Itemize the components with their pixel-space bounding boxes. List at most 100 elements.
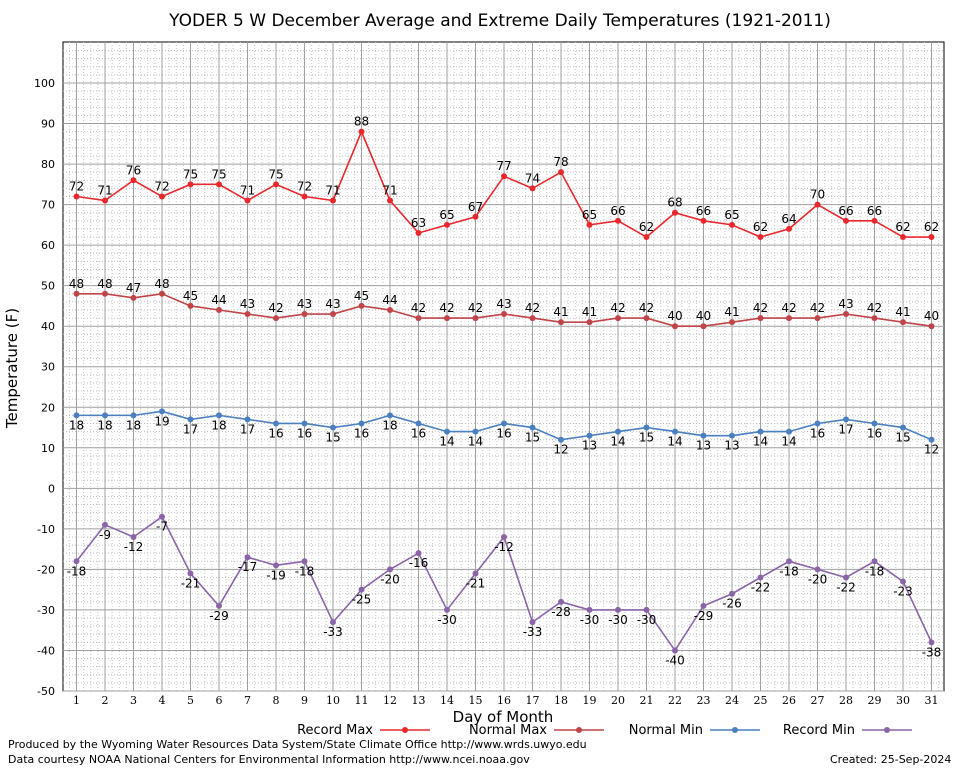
data-point-record-min <box>928 639 935 646</box>
data-point-record-min <box>330 619 336 626</box>
x-tick-label: 31 <box>925 694 939 707</box>
data-point-record-min <box>843 574 849 581</box>
data-label-record-max: 70 <box>810 188 825 202</box>
data-point-normal-min <box>102 412 108 419</box>
data-label-record-min: -18 <box>865 564 885 578</box>
y-axis-label: Temperature (F) <box>3 308 21 429</box>
data-label-record-min: -40 <box>665 653 685 667</box>
y-axis-ticks: -50 -40 -30 -20 -10 0 10 20 30 40 50 60 70 80 90 100 <box>34 77 55 698</box>
y-tick-label: 0 <box>48 482 55 495</box>
x-tick-label: 27 <box>811 694 825 707</box>
data-label-normal-max: 43 <box>325 297 340 311</box>
data-label-record-min: -18 <box>67 564 87 578</box>
x-tick-label: 7 <box>244 694 251 707</box>
data-label-normal-min: 15 <box>525 431 540 445</box>
y-tick-label: 20 <box>41 401 55 414</box>
data-point-normal-min <box>330 424 336 431</box>
data-label-record-min: -23 <box>893 585 913 599</box>
data-label-record-max: 63 <box>411 216 426 230</box>
data-point-normal-max <box>358 302 365 309</box>
data-point-normal-min <box>558 436 564 443</box>
data-point-normal-min <box>586 432 593 439</box>
data-label-normal-max: 41 <box>724 305 739 319</box>
data-point-record-max <box>586 221 593 228</box>
data-label-record-max: 62 <box>895 220 910 234</box>
data-label-normal-min: 14 <box>468 435 483 449</box>
data-point-record-max <box>757 234 764 241</box>
legend-label: Record Max <box>297 723 373 738</box>
data-point-record-min <box>159 513 165 520</box>
data-point-record-max <box>415 229 422 236</box>
data-label-record-min: -22 <box>751 581 771 595</box>
data-label-normal-max: 42 <box>439 301 454 315</box>
x-tick-label: 4 <box>159 694 166 707</box>
x-tick-label: 5 <box>187 694 194 707</box>
data-label-normal-max: 42 <box>468 301 483 315</box>
data-label-normal-max: 41 <box>895 305 910 319</box>
data-point-record-max <box>130 177 137 184</box>
data-point-normal-min <box>814 420 821 427</box>
series-normal-max: 48 48 47 48 45 44 43 42 43 43 45 44 42 42 42 43 42 41 41 42… <box>69 277 939 330</box>
data-point-record-min <box>871 558 878 565</box>
data-label-normal-max: 42 <box>268 301 283 315</box>
series-record-max: 72 71 76 72 75 75 71 75 72 71 88 71 63 65 67 77 74 78 65 66… <box>69 115 939 241</box>
data-point-normal-max <box>187 302 194 309</box>
data-point-record-max <box>301 193 308 200</box>
data-label-normal-max: 42 <box>810 301 825 315</box>
data-point-normal-min <box>472 428 479 435</box>
y-tick-label: 30 <box>41 361 55 374</box>
y-tick-label: 70 <box>41 199 55 212</box>
data-label-record-min: -20 <box>808 572 828 586</box>
data-label-record-max: 72 <box>297 179 312 193</box>
data-label-record-min: -25 <box>352 593 372 607</box>
data-label-record-min: -29 <box>694 609 714 623</box>
data-label-record-min: -20 <box>380 572 400 586</box>
data-label-record-min: -9 <box>99 528 111 542</box>
data-point-normal-max <box>871 315 878 322</box>
data-label-record-max: 72 <box>154 179 169 193</box>
y-tick-label: 50 <box>41 280 55 293</box>
y-tick-label: -20 <box>37 563 55 576</box>
data-label-record-max: 67 <box>468 200 483 214</box>
x-tick-label: 16 <box>497 694 511 707</box>
data-label-normal-min: 16 <box>496 426 511 440</box>
data-point-normal-max <box>472 315 479 322</box>
data-label-normal-min: 18 <box>126 418 141 432</box>
data-label-record-max: 62 <box>753 220 768 234</box>
data-label-normal-max: 43 <box>297 297 312 311</box>
x-tick-label: 19 <box>583 694 597 707</box>
data-point-normal-max <box>757 315 764 322</box>
data-label-normal-max: 48 <box>69 277 84 291</box>
data-label-record-max: 74 <box>525 171 540 185</box>
data-point-record-min <box>273 562 279 569</box>
data-point-record-max <box>273 181 279 188</box>
legend-swatch-marker <box>884 727 890 733</box>
data-point-record-min <box>529 619 536 626</box>
x-tick-label: 22 <box>668 694 682 707</box>
legend-label: Normal Max <box>469 723 547 738</box>
data-point-record-max <box>615 217 621 224</box>
data-point-record-max <box>900 234 906 241</box>
data-point-normal-max <box>501 311 507 318</box>
data-label-normal-max: 40 <box>924 309 939 323</box>
data-label-record-max: 65 <box>582 208 597 222</box>
data-point-normal-max <box>330 311 336 318</box>
x-tick-label: 11 <box>355 694 369 707</box>
x-axis-label: Day of Month <box>453 708 554 726</box>
x-tick-label: 13 <box>412 694 426 707</box>
x-tick-label: 6 <box>216 694 223 707</box>
data-label-record-min: -38 <box>922 645 942 659</box>
data-point-normal-min <box>843 416 849 423</box>
data-point-normal-max <box>159 290 165 297</box>
x-tick-label: 29 <box>868 694 882 707</box>
data-label-normal-min: 19 <box>154 414 169 428</box>
data-point-normal-min <box>928 436 935 443</box>
data-label-normal-min: 16 <box>810 426 825 440</box>
data-point-normal-min <box>73 412 80 419</box>
data-label-normal-max: 43 <box>240 297 255 311</box>
data-point-record-min <box>244 554 251 561</box>
data-point-normal-min <box>729 432 735 439</box>
data-label-normal-max: 48 <box>97 277 112 291</box>
data-point-normal-max <box>786 315 792 322</box>
